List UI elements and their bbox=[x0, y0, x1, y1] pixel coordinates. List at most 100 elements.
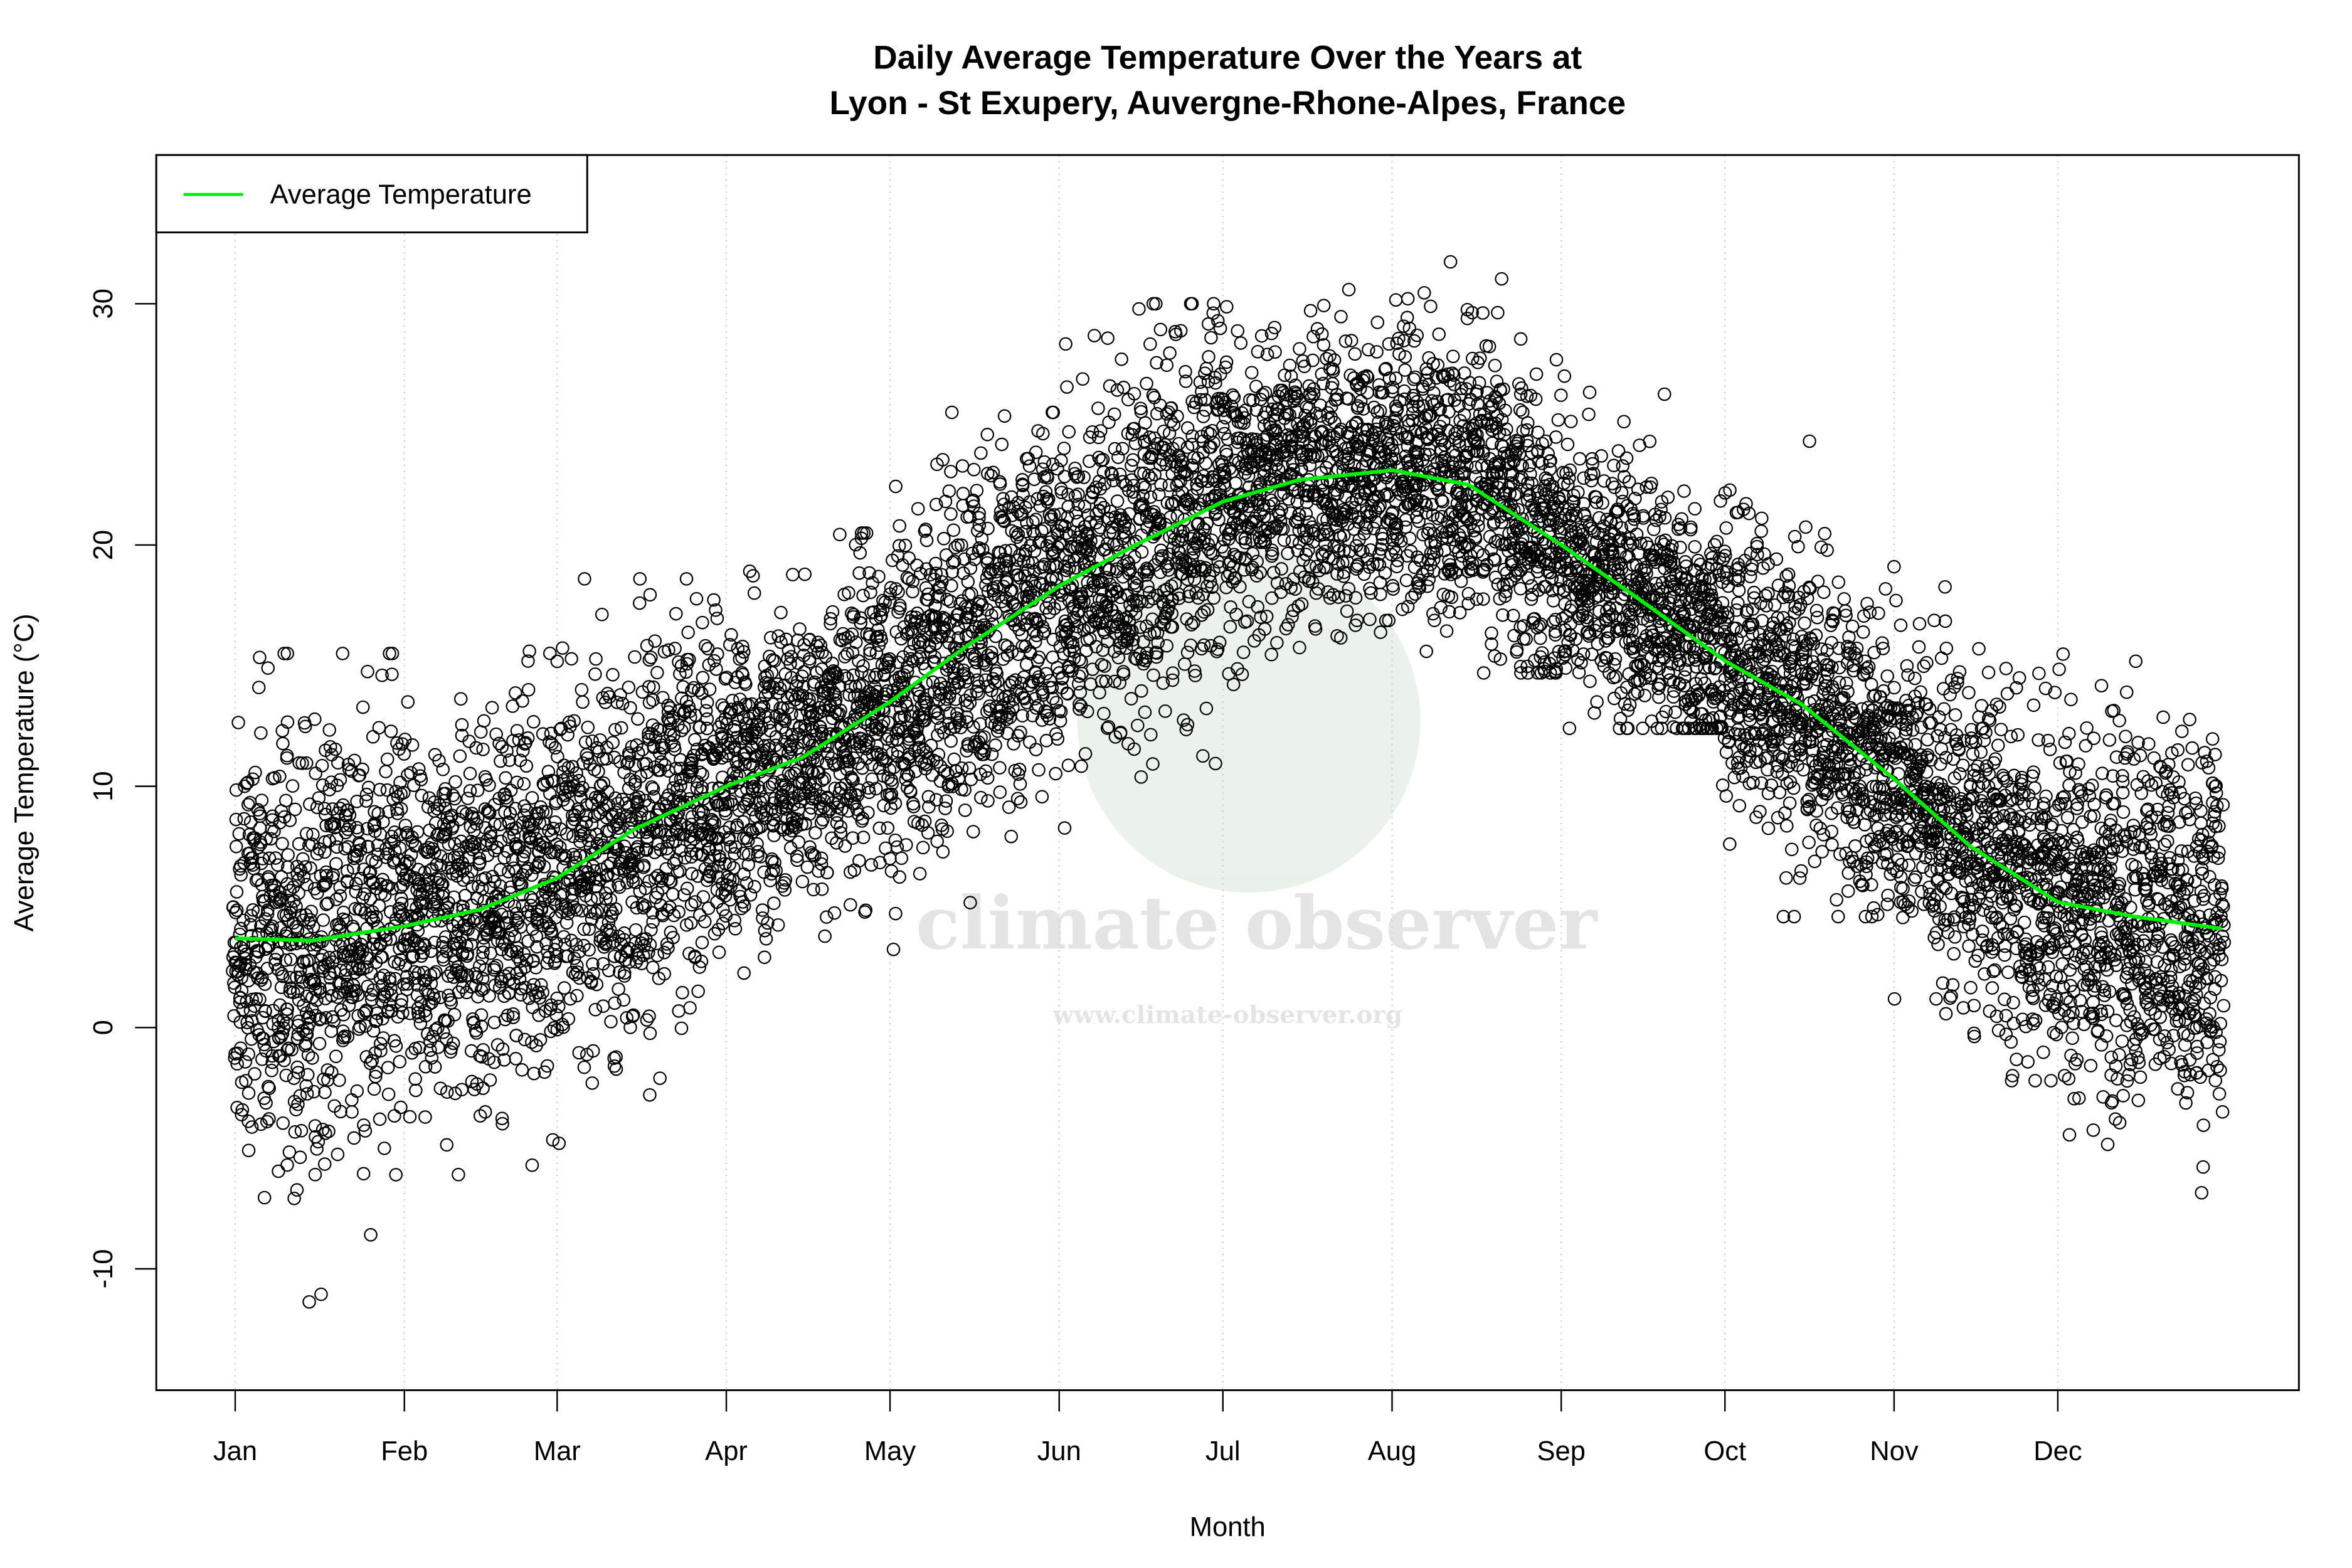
data-point bbox=[268, 953, 283, 967]
data-point bbox=[786, 568, 800, 581]
data-point bbox=[1062, 425, 1076, 439]
data-point bbox=[293, 1089, 307, 1103]
data-point bbox=[356, 1167, 371, 1181]
data-point bbox=[759, 932, 773, 946]
data-point bbox=[359, 787, 374, 802]
data-point bbox=[556, 641, 569, 655]
data-point bbox=[527, 978, 541, 992]
data-point bbox=[452, 985, 466, 999]
data-point bbox=[475, 1050, 489, 1064]
data-point bbox=[689, 591, 704, 606]
data-point bbox=[531, 985, 545, 1000]
data-point bbox=[774, 605, 788, 620]
data-point bbox=[589, 652, 603, 666]
data-point bbox=[353, 1019, 367, 1034]
data-point bbox=[516, 744, 530, 758]
data-point bbox=[285, 1042, 299, 1057]
data-point bbox=[433, 849, 448, 863]
data-point bbox=[455, 864, 470, 878]
chart-title: Daily Average Temperature Over the Years… bbox=[873, 39, 1582, 76]
data-point bbox=[911, 502, 925, 516]
data-point bbox=[852, 654, 866, 668]
data-point bbox=[509, 1052, 523, 1066]
data-point bbox=[844, 898, 857, 912]
data-point bbox=[253, 650, 267, 664]
data-point bbox=[403, 1007, 417, 1020]
data-point bbox=[838, 839, 852, 853]
data-point bbox=[521, 731, 535, 745]
data-point bbox=[412, 1041, 426, 1055]
data-point bbox=[632, 596, 647, 610]
data-point bbox=[336, 818, 351, 833]
data-point bbox=[230, 1057, 244, 1071]
data-point bbox=[390, 736, 404, 750]
data-point bbox=[487, 798, 502, 812]
data-point bbox=[974, 446, 988, 460]
data-point bbox=[442, 815, 457, 829]
data-point bbox=[1049, 766, 1062, 781]
data-point bbox=[387, 1034, 401, 1048]
data-point bbox=[1213, 321, 1227, 336]
data-point bbox=[309, 1130, 322, 1144]
data-point bbox=[395, 896, 409, 911]
data-point bbox=[369, 1069, 383, 1084]
data-point bbox=[1283, 358, 1297, 373]
data-point bbox=[361, 780, 376, 795]
data-point bbox=[891, 585, 905, 599]
data-point bbox=[1101, 331, 1115, 345]
data-point bbox=[325, 988, 339, 1003]
data-point bbox=[334, 1104, 347, 1119]
data-point bbox=[511, 950, 525, 964]
data-point bbox=[1014, 795, 1028, 809]
data-point bbox=[326, 955, 339, 969]
data-point bbox=[352, 949, 366, 963]
data-point bbox=[394, 802, 408, 816]
data-point bbox=[494, 834, 508, 849]
data-point bbox=[381, 1061, 395, 1074]
data-point bbox=[306, 827, 320, 842]
data-point bbox=[818, 929, 832, 943]
data-point bbox=[967, 462, 981, 477]
data-point bbox=[669, 852, 684, 867]
data-point bbox=[261, 903, 275, 917]
data-point bbox=[327, 820, 342, 835]
data-point bbox=[373, 971, 388, 985]
data-point bbox=[487, 909, 501, 924]
data-point bbox=[329, 933, 343, 947]
data-point bbox=[322, 783, 337, 797]
data-point bbox=[259, 1096, 273, 1110]
data-point bbox=[294, 1124, 309, 1138]
data-point bbox=[380, 985, 395, 999]
data-point bbox=[389, 1168, 403, 1182]
data-point bbox=[405, 950, 419, 965]
data-point bbox=[474, 725, 488, 739]
data-point bbox=[521, 904, 535, 919]
data-point bbox=[315, 758, 329, 773]
data-point bbox=[1348, 347, 1362, 361]
data-point bbox=[257, 1190, 272, 1205]
data-point bbox=[815, 882, 829, 896]
data-point bbox=[477, 714, 491, 728]
data-point bbox=[366, 729, 380, 744]
data-point bbox=[336, 647, 350, 660]
data-point bbox=[402, 856, 416, 871]
data-point bbox=[226, 900, 240, 914]
data-point bbox=[329, 832, 344, 845]
data-point bbox=[451, 960, 465, 974]
data-point bbox=[264, 832, 278, 846]
data-point bbox=[270, 946, 284, 961]
data-point bbox=[1037, 455, 1052, 469]
data-point bbox=[331, 756, 345, 770]
data-point bbox=[290, 1183, 304, 1197]
data-point bbox=[1143, 337, 1157, 351]
data-point bbox=[480, 834, 494, 847]
data-point bbox=[440, 1138, 454, 1152]
data-point bbox=[837, 588, 851, 601]
data-point bbox=[297, 870, 311, 884]
data-point bbox=[322, 723, 337, 737]
data-point bbox=[495, 935, 509, 949]
data-point bbox=[642, 1009, 656, 1023]
data-point bbox=[374, 1037, 388, 1051]
data-point bbox=[588, 1002, 603, 1017]
data-point bbox=[241, 1086, 256, 1100]
